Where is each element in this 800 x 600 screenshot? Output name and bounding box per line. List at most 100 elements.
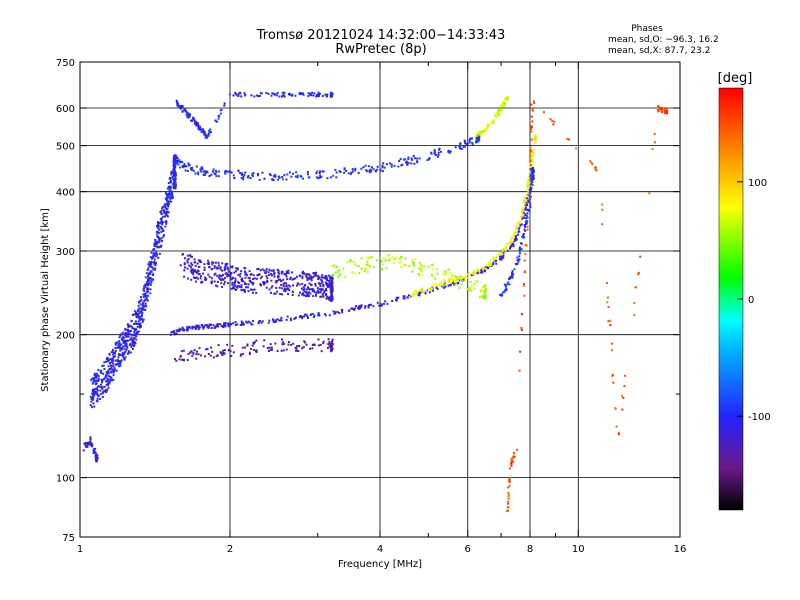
data-point (528, 156, 531, 159)
data-point (605, 281, 608, 284)
data-point (103, 361, 106, 364)
data-point (137, 308, 140, 311)
data-point (286, 287, 289, 290)
data-point (410, 162, 413, 165)
data-point (183, 266, 186, 269)
data-point (515, 231, 518, 234)
data-point (434, 283, 437, 286)
data-point (393, 262, 396, 265)
data-point (110, 376, 113, 379)
data-point (376, 168, 379, 171)
data-point (285, 272, 288, 275)
stats-line-x: mean, sd,X: 87.7, 23.2 (608, 46, 710, 56)
data-point (177, 163, 180, 166)
data-point (139, 322, 142, 325)
data-point (140, 296, 143, 299)
data-point (107, 359, 110, 362)
data-point (633, 314, 636, 317)
data-point (219, 112, 222, 115)
data-point (530, 126, 533, 129)
data-point (166, 215, 169, 218)
data-point (321, 274, 324, 277)
data-point (170, 173, 173, 176)
data-point (195, 353, 198, 356)
data-point (308, 295, 311, 298)
data-point (205, 136, 208, 139)
data-point (239, 354, 242, 357)
data-point (286, 278, 289, 281)
data-point (233, 283, 236, 286)
data-point (480, 295, 483, 298)
data-point (412, 262, 415, 265)
colorbar-tick-label: 100 (748, 178, 767, 189)
data-point (283, 95, 286, 98)
data-point (458, 147, 461, 150)
data-point (160, 244, 163, 247)
data-point (660, 111, 663, 114)
data-point (216, 267, 219, 270)
data-point (489, 264, 492, 267)
data-point (484, 127, 487, 130)
data-point (220, 324, 223, 327)
data-point (240, 286, 243, 289)
data-point (207, 273, 210, 276)
data-point (103, 367, 106, 370)
data-point (194, 264, 197, 267)
data-point (166, 200, 169, 203)
data-point (200, 354, 203, 357)
data-point (319, 170, 322, 173)
data-point (427, 289, 430, 292)
data-point (267, 349, 270, 352)
data-point (331, 287, 334, 290)
data-point (223, 104, 226, 107)
data-point (127, 331, 130, 334)
data-point (517, 233, 520, 236)
data-point (309, 288, 312, 291)
data-point (242, 175, 245, 178)
data-point (302, 288, 305, 291)
data-point (520, 328, 523, 331)
data-point (190, 271, 193, 274)
data-point (482, 296, 485, 299)
data-point (657, 110, 660, 113)
data-point (197, 324, 200, 327)
data-point (164, 206, 167, 209)
data-point (103, 377, 106, 380)
data-point (617, 431, 620, 434)
data-point (500, 258, 503, 261)
data-point (637, 271, 640, 274)
data-point (525, 217, 528, 220)
data-point (180, 107, 183, 110)
data-point (128, 338, 131, 341)
data-point (190, 266, 193, 269)
data-point (212, 168, 215, 171)
data-point (522, 213, 525, 216)
data-point (223, 269, 226, 272)
data-point (276, 350, 279, 353)
data-point (107, 386, 110, 389)
data-point (169, 181, 172, 184)
data-point (312, 289, 315, 292)
data-point (89, 395, 92, 398)
data-point (89, 436, 92, 439)
data-point (107, 375, 110, 378)
data-point (532, 152, 535, 155)
data-point (233, 271, 236, 274)
data-point (195, 165, 198, 168)
data-point (174, 157, 177, 160)
data-point (283, 287, 286, 290)
data-point (310, 278, 313, 281)
data-point (368, 264, 371, 267)
data-point (510, 464, 513, 467)
data-point (319, 343, 322, 346)
data-point (476, 268, 479, 271)
data-point (504, 102, 507, 105)
data-point (328, 282, 331, 285)
data-point (239, 172, 242, 175)
data-point (203, 324, 206, 327)
data-point (411, 270, 414, 273)
data-point (269, 174, 272, 177)
data-point (172, 162, 175, 165)
data-point (160, 212, 163, 215)
